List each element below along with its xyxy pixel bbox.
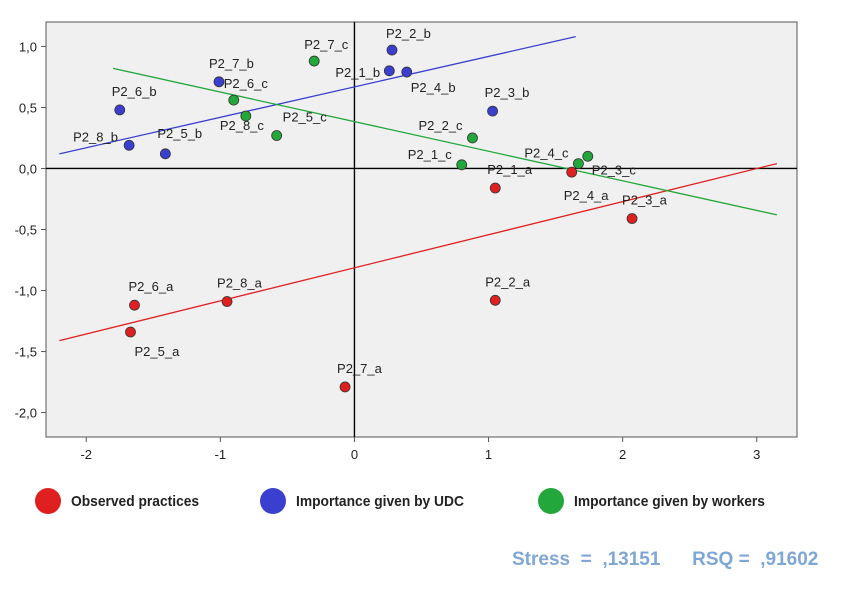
point-P2_1_a xyxy=(489,182,501,194)
point-label-P2_8_a: P2_8_a xyxy=(217,276,263,291)
legend-dot-observed xyxy=(35,488,61,514)
point-P2_8_c xyxy=(240,110,252,122)
point-P2_2_a xyxy=(489,294,501,306)
y-tick-label: -1,0 xyxy=(15,284,37,299)
point-label-P2_5_a: P2_5_a xyxy=(134,344,180,359)
point-P2_2_c xyxy=(467,132,478,144)
point-P2_1_b xyxy=(383,65,395,77)
point-label-P2_2_c: P2_2_c xyxy=(418,118,463,133)
point-P2_3_b xyxy=(487,105,498,117)
x-tick-label: -2 xyxy=(80,447,92,462)
point-label-P2_7_c: P2_7_c xyxy=(304,37,349,52)
stress-rsq-stats: Stress = ,13151 RSQ = ,91602 xyxy=(512,549,818,571)
x-tick-label: 1 xyxy=(485,447,492,462)
point-label-P2_8_b: P2_8_b xyxy=(73,129,118,144)
point-label-P2_3_a: P2_3_a xyxy=(622,193,668,208)
fit-line-series-0 xyxy=(59,162,778,342)
legend-item-workers: Importance given by workers xyxy=(538,488,782,514)
legend-label-workers: Importance given by workers xyxy=(574,492,765,510)
point-label-P2_6_a: P2_6_a xyxy=(129,279,175,294)
point-P2_4_c xyxy=(573,158,584,169)
point-P2_7_c xyxy=(308,55,320,67)
point-P2_4_b xyxy=(401,66,413,78)
legend-label-observed: Observed practices xyxy=(71,492,200,510)
point-label-P2_1_b: P2_1_b xyxy=(335,65,380,80)
point-label-P2_1_a: P2_1_a xyxy=(487,162,533,177)
point-label-P2_4_a: P2_4_a xyxy=(564,188,610,203)
x-tick-label: -1 xyxy=(215,447,227,462)
legend-item-udc: Importance given by UDC xyxy=(260,488,479,514)
point-label-P2_6_c: P2_6_c xyxy=(224,76,269,91)
point-label-P2_2_a: P2_2_a xyxy=(485,274,531,289)
point-label-P2_3_c: P2_3_c xyxy=(592,162,637,177)
legend-item-observed: Observed practices xyxy=(35,488,210,514)
chart-legend: Observed practices Importance given by U… xyxy=(30,484,830,520)
point-P2_7_b xyxy=(213,76,225,88)
point-P2_6_c xyxy=(228,94,240,106)
plot-area xyxy=(45,21,798,438)
fit-line-series-2 xyxy=(112,67,778,216)
y-tick-label: 0,0 xyxy=(19,161,37,176)
point-P2_7_a xyxy=(339,381,351,393)
point-P2_1_c xyxy=(456,159,468,171)
point-P2_6_b xyxy=(114,104,126,116)
point-label-P2_1_c: P2_1_c xyxy=(408,147,453,162)
y-tick-label: 1,0 xyxy=(19,39,37,54)
x-tick-label: 0 xyxy=(351,447,358,462)
point-P2_6_a xyxy=(129,299,140,311)
stress-label: Stress = xyxy=(512,549,592,570)
point-label-P2_6_b: P2_6_b xyxy=(112,84,157,99)
point-P2_5_a xyxy=(125,326,136,338)
legend-dot-workers xyxy=(538,488,564,514)
point-label-P2_5_b: P2_5_b xyxy=(157,126,202,141)
point-label-P2_7_b: P2_7_b xyxy=(209,56,254,71)
point-label-P2_5_c: P2_5_c xyxy=(283,110,328,125)
point-P2_2_b xyxy=(386,44,398,56)
y-tick-label: 0,5 xyxy=(19,100,37,115)
point-P2_3_c xyxy=(582,150,594,162)
point-label-P2_3_b: P2_3_b xyxy=(485,85,530,100)
point-P2_8_a xyxy=(221,296,233,307)
scatter-chart: -2 -1 0 1 2 31,00,50,0-0,5-1,0-1,5-2,0P2_1_aP… xyxy=(15,21,798,462)
point-P2_4_a xyxy=(566,166,578,178)
point-label-P2_4_b: P2_4_b xyxy=(411,80,456,95)
y-tick-label: -1,5 xyxy=(15,345,37,360)
point-P2_8_b xyxy=(123,139,135,151)
point-P2_5_c xyxy=(271,130,283,141)
fit-line-series-1 xyxy=(59,36,576,155)
x-tick-label: 3 xyxy=(753,447,760,462)
point-label-P2_2_b: P2_2_b xyxy=(386,26,431,41)
point-P2_5_b xyxy=(159,148,171,160)
y-tick-label: -2,0 xyxy=(15,406,37,421)
point-label-P2_7_a: P2_7_a xyxy=(337,361,383,376)
x-tick-label: 2 xyxy=(619,447,626,462)
rsq-value: ,91602 xyxy=(760,549,819,570)
legend-label-udc: Importance given by UDC xyxy=(296,492,464,510)
point-label-P2_8_c: P2_8_c xyxy=(220,118,265,133)
y-tick-label: -0,5 xyxy=(15,223,37,238)
rsq-label: RSQ = xyxy=(692,549,750,570)
point-P2_3_a xyxy=(626,213,638,224)
point-label-P2_4_c: P2_4_c xyxy=(524,146,569,161)
stress-value: ,13151 xyxy=(602,549,661,570)
legend-dot-udc xyxy=(260,488,286,514)
